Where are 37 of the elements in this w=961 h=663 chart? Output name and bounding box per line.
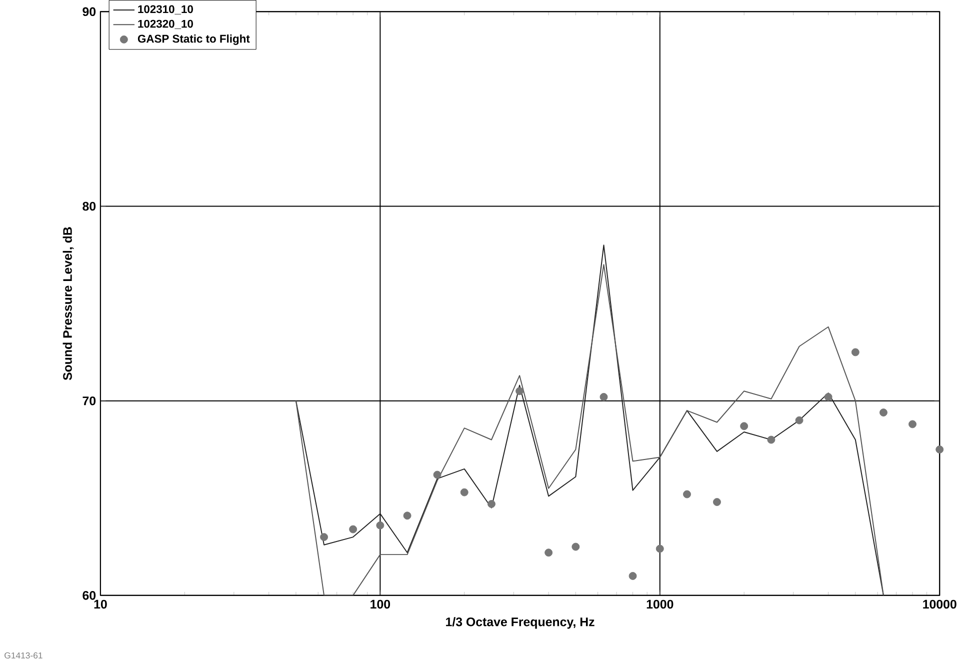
- point: [936, 446, 944, 454]
- text: G1413-61: [4, 652, 42, 659]
- point: [572, 542, 580, 551]
- point: [600, 393, 608, 402]
- x-tick-label: 1000: [646, 600, 674, 609]
- legend-label: 102310_10: [138, 5, 193, 15]
- point: [683, 490, 691, 498]
- x-tick-label: 100: [370, 600, 390, 609]
- point: [851, 348, 860, 356]
- point: [767, 436, 776, 444]
- y-tick-label: 70: [82, 396, 96, 406]
- y-tick-label: 80: [82, 202, 96, 211]
- point: [320, 533, 328, 542]
- point: [628, 572, 637, 580]
- x-tick-label: 10: [94, 600, 107, 609]
- point: [908, 420, 916, 428]
- legend-label: 102320_10: [138, 20, 193, 30]
- x-tick-label: 10000: [923, 600, 956, 609]
- point: [740, 422, 748, 430]
- point: [795, 416, 804, 424]
- point: [516, 387, 524, 396]
- x-axis-title: 1/3 Octave Frequency, Hz: [446, 617, 594, 629]
- point: [544, 548, 553, 557]
- point: [349, 525, 358, 534]
- y-tick-label: 90: [82, 7, 96, 16]
- legend-label: GASP Static to Flight: [138, 34, 250, 46]
- point: [656, 544, 664, 553]
- point: [376, 522, 384, 530]
- y-tick-label: 60: [82, 591, 96, 600]
- point: [433, 470, 442, 479]
- point: [713, 498, 721, 506]
- point: [880, 408, 888, 417]
- y-axis-title: Sound Pressure Level, dB: [62, 227, 74, 380]
- point: [488, 500, 496, 508]
- point: [460, 488, 468, 496]
- point: [403, 512, 412, 520]
- point: [824, 393, 832, 402]
